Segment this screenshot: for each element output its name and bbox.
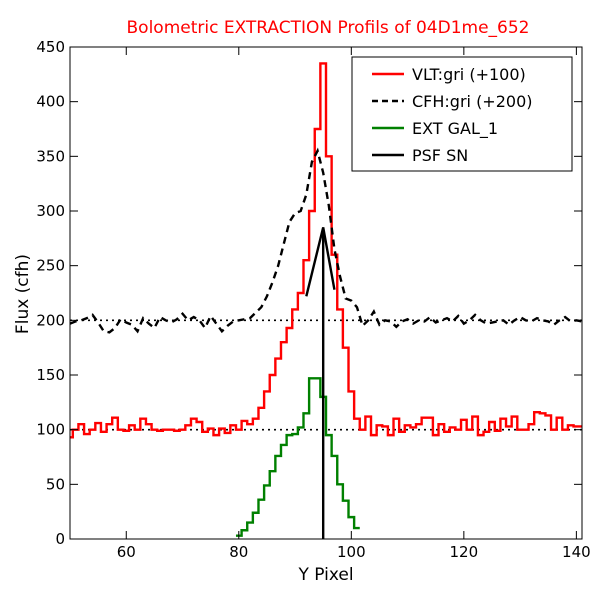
legend-label-3: PSF SN	[412, 146, 468, 165]
x-tick-label-140: 140	[562, 543, 591, 561]
y-tick-label-100: 100	[36, 421, 65, 439]
x-tick-label-120: 120	[450, 543, 479, 561]
y-tick-label-350: 350	[36, 147, 65, 165]
chart-title: Bolometric EXTRACTION Profils of 04D1me_…	[127, 18, 530, 38]
plot-content	[70, 62, 582, 539]
legend: VLT:gri (+100) CFH:gri (+200) EXT GAL_1 PSF…	[351, 56, 573, 172]
axis-ticks: 60 80 100 120 140 0 50 100 150 200 250 300 350 400 450	[36, 38, 590, 561]
series-line-3	[305, 227, 336, 297]
legend-label-2: EXT GAL_1	[412, 119, 498, 139]
y-tick-label-150: 150	[36, 366, 65, 384]
x-tick-label-60: 60	[117, 543, 136, 561]
y-tick-label-0: 0	[55, 530, 65, 548]
y-tick-label-450: 450	[36, 38, 65, 56]
legend-box	[351, 56, 573, 172]
series-line-1	[70, 147, 582, 334]
legend-label-1: CFH:gri (+200)	[412, 92, 533, 111]
x-tick-label-80: 80	[229, 543, 248, 561]
series-line-2	[235, 377, 360, 537]
y-tick-label-50: 50	[46, 475, 65, 493]
plot-frame	[69, 46, 583, 540]
y-tick-label-250: 250	[36, 257, 65, 275]
x-tick-label-100: 100	[337, 543, 366, 561]
plot-area	[70, 62, 582, 539]
legend-label-0: VLT:gri (+100)	[412, 65, 526, 84]
series-line-0	[70, 62, 582, 439]
y-tick-label-200: 200	[36, 311, 65, 329]
x-axis-label: Y Pixel	[297, 565, 353, 585]
y-tick-label-300: 300	[36, 202, 65, 220]
y-axis-label: Flux (cfh)	[13, 254, 33, 334]
y-tick-label-400: 400	[36, 93, 65, 111]
